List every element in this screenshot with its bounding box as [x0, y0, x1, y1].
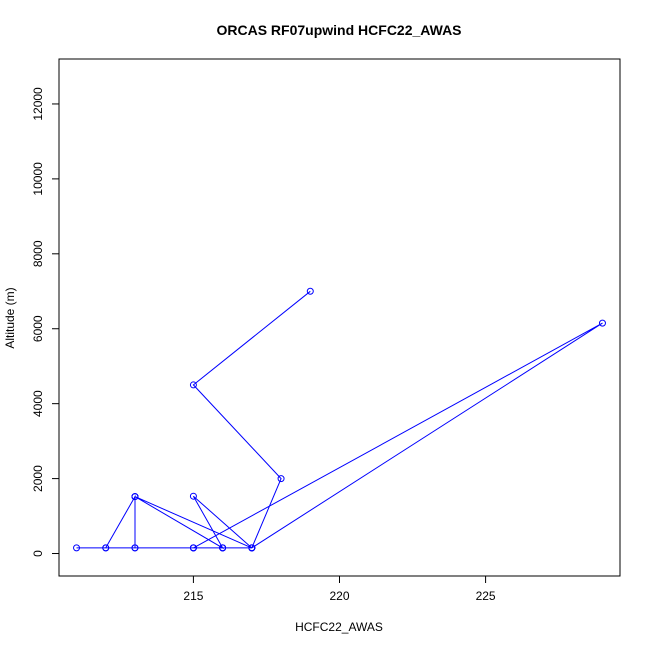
y-tick-label: 6000: [31, 315, 45, 342]
data-point: [219, 544, 227, 552]
y-tick-label: 10000: [31, 162, 45, 196]
y-axis: 0 2000 4000 6000 8000 10000 12000: [31, 87, 60, 557]
y-tick-label: 8000: [31, 240, 45, 267]
data-point: [131, 493, 139, 501]
plot-frame: [58, 58, 621, 577]
x-tick-label: 215: [183, 589, 203, 603]
y-tick-label: 12000: [31, 87, 45, 121]
data-point: [131, 544, 139, 552]
x-axis-label: HCFC22_AWAS: [295, 620, 383, 634]
x-axis: 215 220 225: [183, 575, 496, 603]
y-tick-label: 0: [31, 550, 45, 557]
y-tick-label: 4000: [31, 390, 45, 417]
x-tick-label: 225: [476, 589, 496, 603]
x-tick-label: 220: [329, 589, 349, 603]
series-layer: [73, 287, 606, 552]
series-line: [76, 290, 603, 550]
y-axis-label: Altitude (m): [3, 287, 17, 348]
data-point: [277, 475, 285, 483]
data-point: [102, 544, 110, 552]
data-point: [189, 544, 197, 552]
data-point: [73, 544, 81, 552]
data-point: [306, 287, 314, 295]
data-point: [189, 381, 197, 389]
chart-title: ORCAS RF07upwind HCFC22_AWAS: [216, 22, 461, 38]
data-point: [189, 492, 197, 500]
data-point: [598, 319, 606, 327]
data-point: [248, 544, 256, 552]
y-tick-label: 2000: [31, 465, 45, 492]
